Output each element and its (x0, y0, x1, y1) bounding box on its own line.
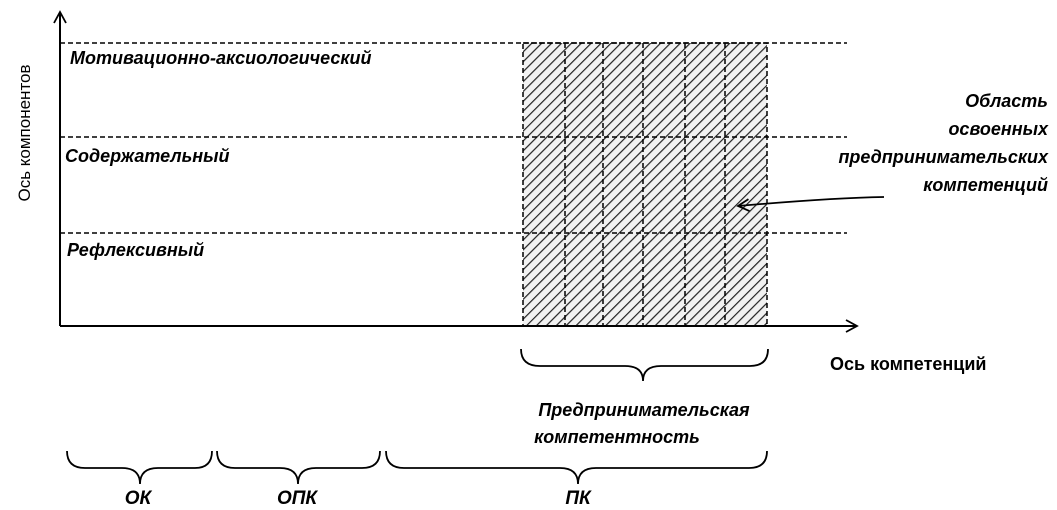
y-axis-label: Ось компонентов (15, 64, 34, 201)
area-column-dividers (564, 43, 726, 326)
x-axis-label: Ось компетенций (830, 354, 986, 374)
mastered-area-label-line: предпринимательских (838, 147, 1049, 167)
component-label-reflexive: Рефлексивный (67, 240, 204, 260)
group-label-pk: ПК (565, 488, 592, 509)
group-brace-ok (66, 450, 213, 485)
mastered-competencies-area (522, 42, 768, 327)
component-label-motivational: Мотивационно-аксиологический (70, 48, 372, 68)
group-brace-opk (216, 450, 381, 485)
group-brace-pk (385, 450, 768, 485)
mastered-area-label-line: компетенций (923, 175, 1048, 195)
component-label-content: Содержательный (65, 146, 230, 166)
entrepreneurial-competence-brace (520, 348, 769, 382)
mastered-area-pointer-arrow (736, 196, 885, 212)
entrepreneurial-competence-label-line: компетентность (534, 427, 700, 447)
entrepreneurial-competence-label: Предпринимательская компетентность (534, 400, 750, 447)
group-label-ok: ОК (125, 488, 153, 509)
mastered-area-label: Область освоенных предпринимательских ко… (838, 91, 1049, 195)
mastered-area-label-line: Область (965, 91, 1048, 111)
group-label-opk: ОПК (277, 488, 318, 509)
entrepreneurial-competence-label-line: Предпринимательская (538, 400, 750, 420)
mastered-area-label-line: освоенных (948, 119, 1049, 139)
